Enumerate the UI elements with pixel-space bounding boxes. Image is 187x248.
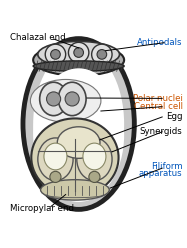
Circle shape (74, 48, 83, 57)
Text: Chalazal end: Chalazal end (10, 33, 66, 42)
Ellipse shape (30, 79, 101, 122)
Circle shape (68, 42, 89, 63)
Ellipse shape (41, 180, 109, 200)
Text: Central cell: Central cell (134, 102, 183, 111)
Text: Micropylar end: Micropylar end (10, 204, 74, 213)
Text: Egg: Egg (166, 112, 183, 121)
Ellipse shape (38, 41, 119, 67)
Circle shape (45, 44, 66, 65)
Circle shape (51, 50, 60, 59)
Ellipse shape (31, 119, 119, 196)
Circle shape (97, 50, 107, 59)
Ellipse shape (23, 39, 134, 209)
Circle shape (89, 171, 100, 183)
Ellipse shape (33, 68, 124, 202)
Circle shape (50, 171, 61, 183)
Text: Antipodals: Antipodals (137, 38, 183, 47)
Ellipse shape (77, 138, 112, 181)
Text: Filiform: Filiform (151, 162, 183, 171)
Circle shape (65, 92, 79, 106)
Ellipse shape (83, 143, 106, 170)
Ellipse shape (38, 138, 73, 181)
Ellipse shape (33, 61, 124, 71)
Circle shape (92, 44, 112, 65)
Ellipse shape (58, 82, 86, 116)
Ellipse shape (57, 127, 100, 158)
Text: Synergids: Synergids (140, 127, 183, 136)
Ellipse shape (44, 143, 67, 170)
Ellipse shape (40, 82, 68, 116)
Text: apparatus: apparatus (139, 169, 183, 178)
Circle shape (47, 92, 61, 106)
Ellipse shape (33, 48, 124, 200)
Ellipse shape (33, 44, 124, 76)
Text: Polar nuclei: Polar nuclei (133, 93, 183, 102)
